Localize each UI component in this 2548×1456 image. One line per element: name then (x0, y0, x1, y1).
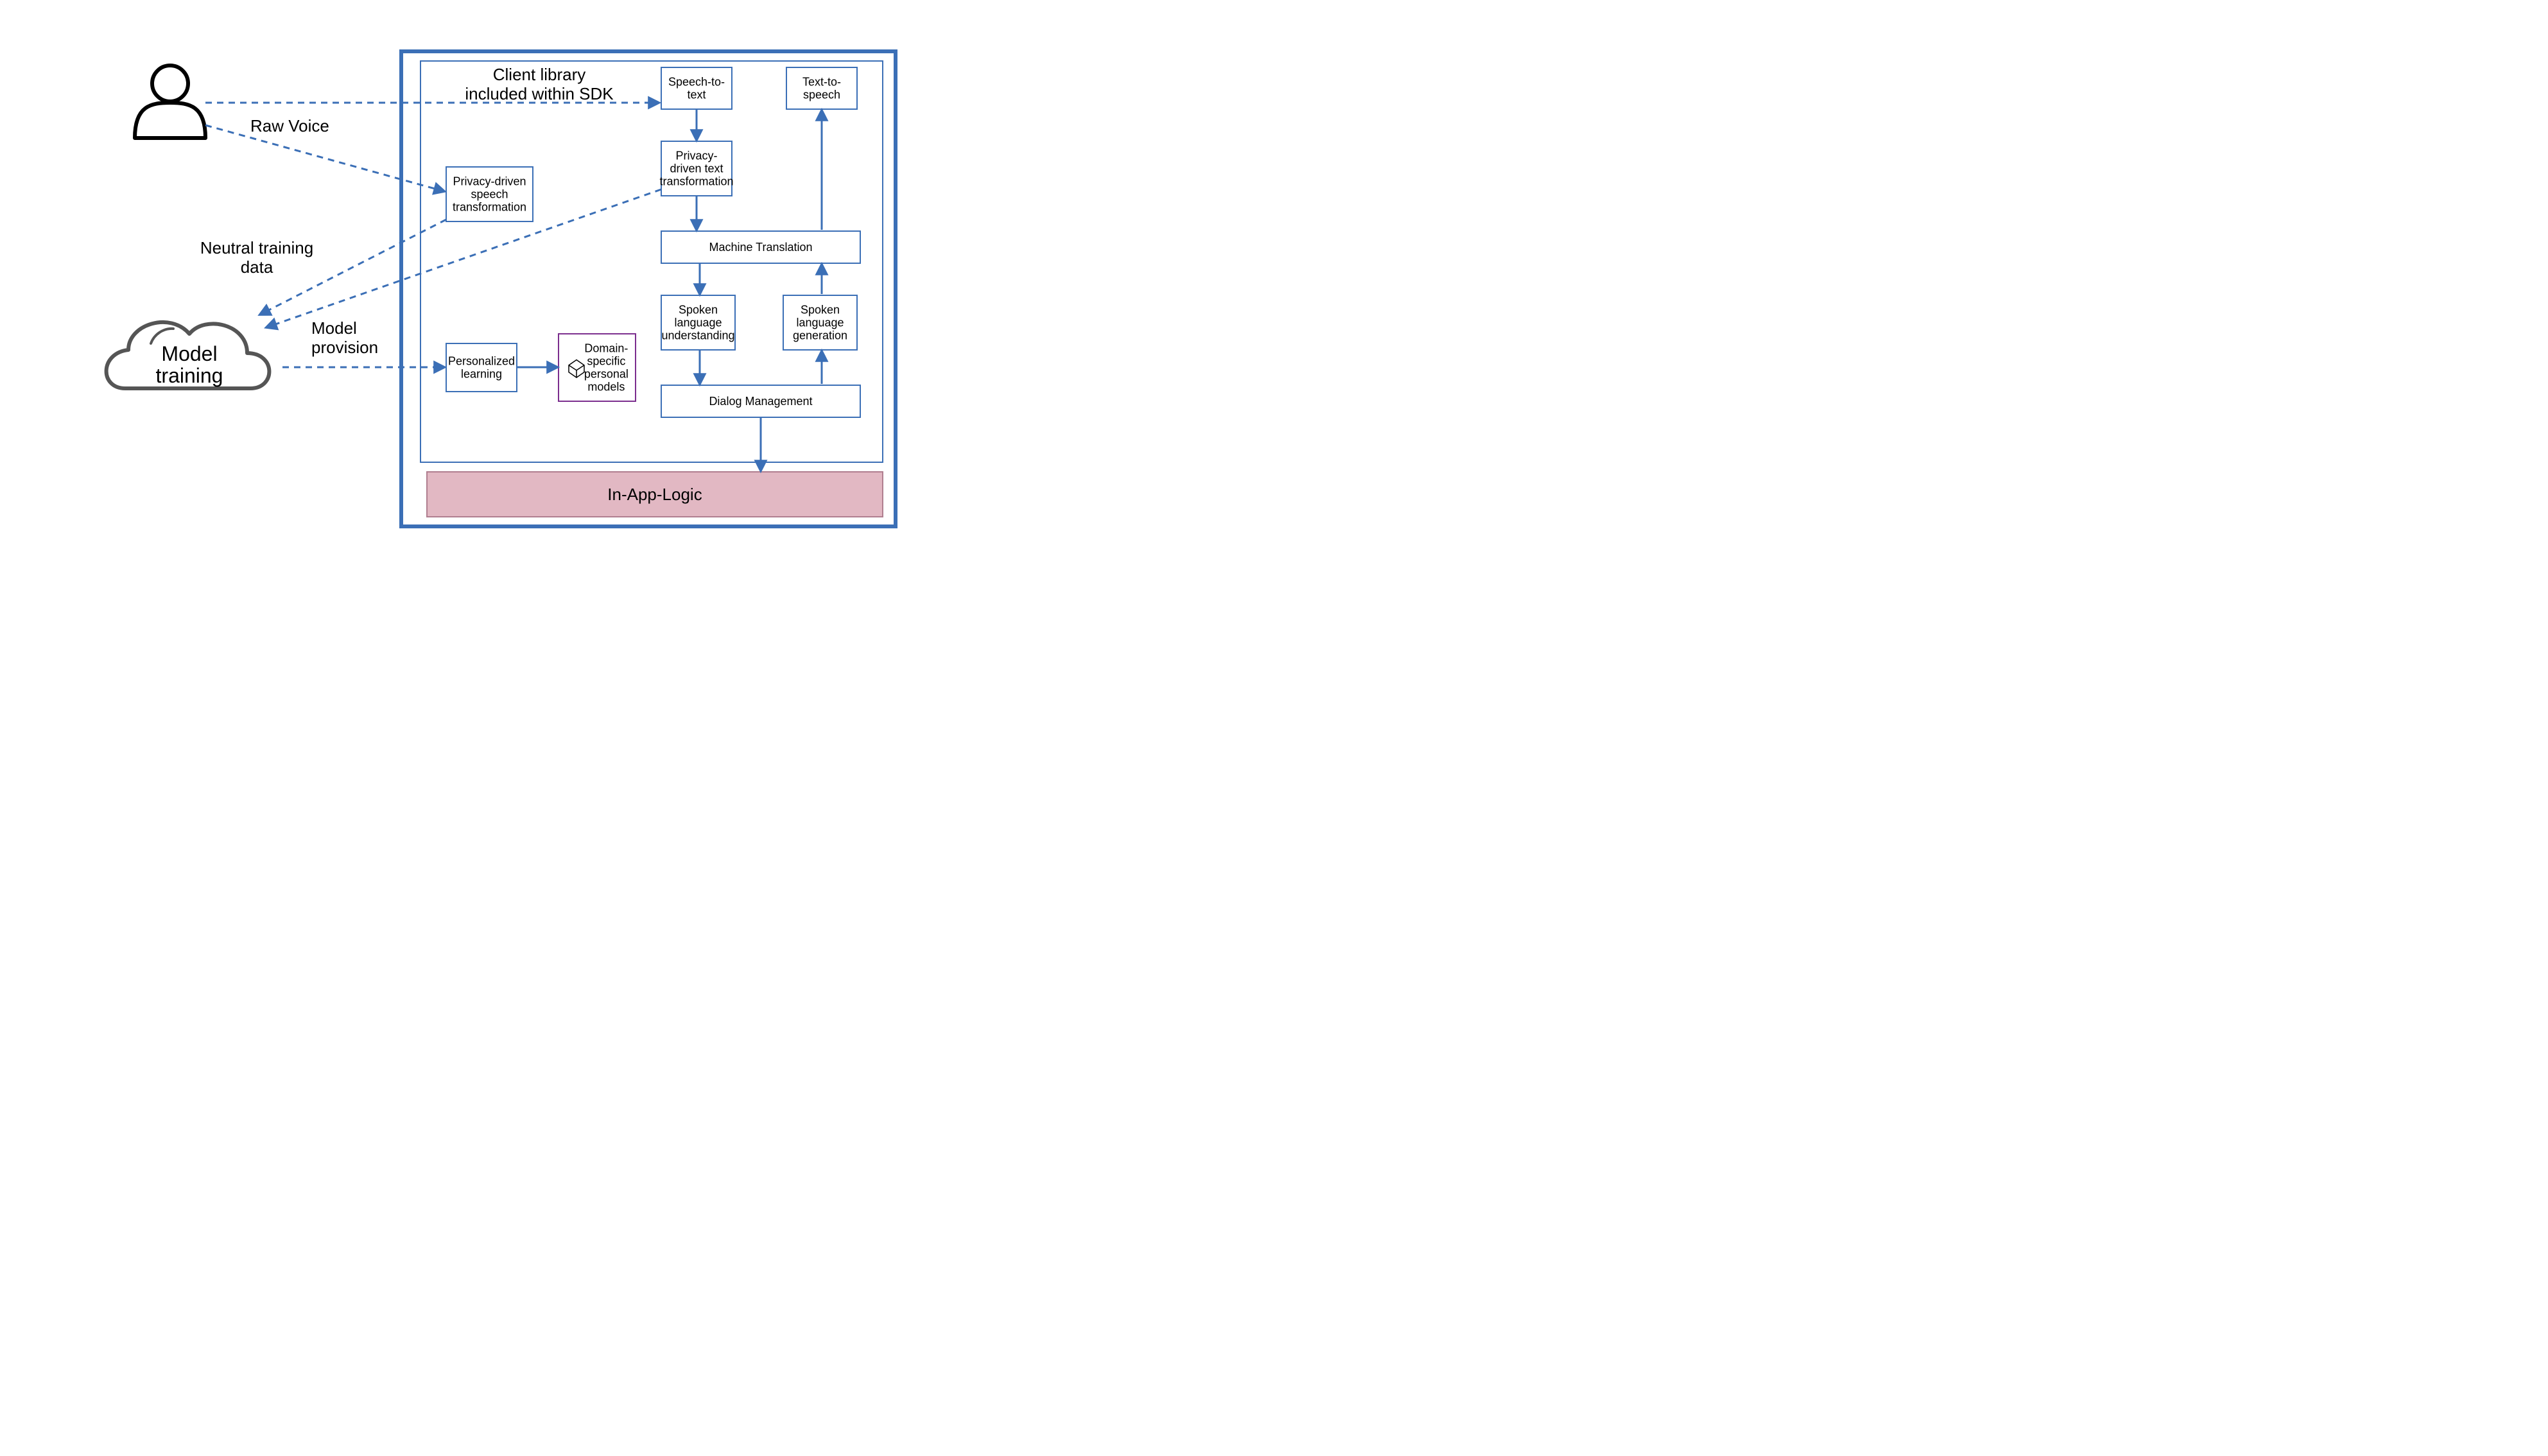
svg-text:Text-to-speech: Text-to-speech (802, 76, 841, 101)
client-library-title: Client libraryincluded within SDK (465, 65, 614, 103)
svg-text:Dialog Management: Dialog Management (709, 395, 812, 408)
in-app-logic-label: In-App-Logic (607, 485, 702, 504)
box-spoken-language-generation: Spokenlanguagegeneration (783, 295, 857, 350)
neutral-training-label: Neutral trainingdata (200, 238, 313, 277)
model-training-label: Modeltraining (156, 342, 223, 387)
box-privacy-text-transformation: Privacy-driven texttransformation (659, 141, 733, 196)
box-dialog-management: Dialog Management (661, 385, 860, 417)
dashed-arrows (205, 103, 661, 367)
box-privacy-speech-transformation: Privacy-drivenspeechtransformation (446, 167, 533, 221)
svg-text:Domain-specificpersonalmodels: Domain-specificpersonalmodels (584, 342, 628, 394)
box-personalized-learning: Personalizedlearning (446, 343, 517, 392)
box-speech-to-text: Speech-to-text (661, 67, 732, 109)
model-provision-label: Modelprovision (311, 318, 378, 357)
svg-text:Spokenlanguagegeneration: Spokenlanguagegeneration (793, 304, 847, 342)
raw-voice-label: Raw Voice (250, 116, 329, 135)
svg-text:Machine Translation: Machine Translation (709, 241, 812, 254)
arrow-pst_to_cloud (260, 220, 446, 315)
box-text-to-speech: Text-to-speech (786, 67, 857, 109)
box-machine-translation: Machine Translation (661, 231, 860, 263)
box-domain-models: Domain-specificpersonalmodels (559, 334, 636, 401)
user-icon (135, 65, 205, 138)
box-spoken-language-understanding: Spokenlanguageunderstanding (661, 295, 735, 350)
